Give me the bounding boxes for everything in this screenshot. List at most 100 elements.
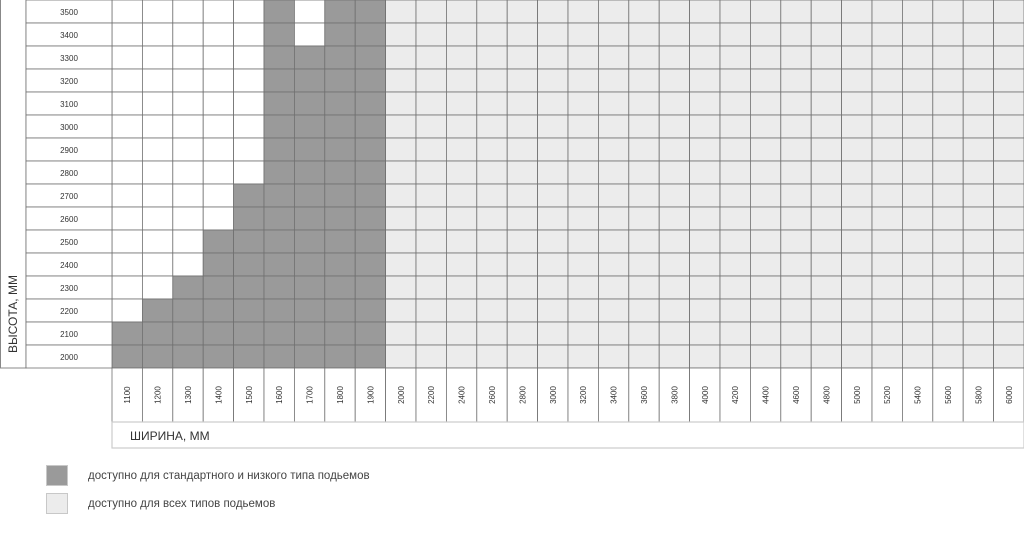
grid-cell [354,22,387,47]
grid-cell [293,275,326,300]
grid-cell [233,160,265,185]
grid-cell [598,229,630,254]
grid-cell [324,275,356,300]
grid-cell [233,298,265,323]
grid-cell [628,275,660,300]
grid-cell [810,298,843,323]
x-tick-cell [841,367,873,423]
grid-cell [324,321,356,346]
grid-cell [902,68,934,93]
grid-cell [141,229,174,254]
grid-cell [537,229,569,254]
grid-cell [993,344,1024,369]
grid-cell [932,252,964,277]
grid-cell [658,22,691,47]
grid-cell [658,114,691,139]
grid-cell [202,137,234,162]
grid-cell [841,45,873,70]
grid-cell [202,160,234,185]
grid-cell [293,229,326,254]
grid-cell [871,229,903,254]
grid-cell [445,229,478,254]
grid-cell [719,0,751,24]
grid-cell [810,275,843,300]
x-tick-label: 2600 [488,386,497,404]
grid-cell [658,321,691,346]
grid-cell [233,114,265,139]
x-tick-cell [172,367,204,423]
grid-cell [750,275,782,300]
grid-cell [293,183,326,208]
grid-cell [202,229,234,254]
grid-cell [871,321,903,346]
grid-cell [385,160,417,185]
grid-cell [658,160,691,185]
grid-cell [385,344,417,369]
grid-cell [658,0,691,24]
grid-cell [962,91,995,116]
grid-cell [476,298,508,323]
grid-cell [324,183,356,208]
grid-cell [841,137,873,162]
y-tick-label: 2100 [60,330,78,339]
grid-cell [415,183,447,208]
grid-cell [932,321,964,346]
grid-cell [598,22,630,47]
grid-cell [415,114,447,139]
grid-cell [537,91,569,116]
grid-cell [719,275,751,300]
grid-cell [354,206,387,231]
grid-cell [385,22,417,47]
grid-cell [932,91,964,116]
grid-cell [810,68,843,93]
grid-cell [750,91,782,116]
x-tick-label: 2800 [518,386,527,404]
grid-cell [598,137,630,162]
grid-cell [172,137,204,162]
grid-cell [871,45,903,70]
grid-cell [932,229,964,254]
grid-cell [658,275,691,300]
y-tick-label: 2800 [60,169,78,178]
grid-cell [506,321,539,346]
grid-cell [537,321,569,346]
x-tick-label: 3600 [640,386,649,404]
grid-cell [141,22,174,47]
grid-cell [111,321,143,346]
grid-cell [233,68,265,93]
grid-cell [354,45,387,70]
grid-cell [567,91,599,116]
grid-cell [354,275,387,300]
grid-cell [871,344,903,369]
grid-cell [750,137,782,162]
grid-cell [111,298,143,323]
grid-cell [111,68,143,93]
grid-cell [598,183,630,208]
grid-cell [932,298,964,323]
grid-cell [172,160,204,185]
grid-cell [537,183,569,208]
grid-cell [172,344,204,369]
grid-cell [385,275,417,300]
grid-cell [385,91,417,116]
grid-cell [841,160,873,185]
y-tick-label: 2000 [60,353,78,362]
grid-cell [598,114,630,139]
grid-cell [233,321,265,346]
grid-cell [810,114,843,139]
grid-cell [537,22,569,47]
grid-cell [841,206,873,231]
x-axis-label: ШИРИНА, ММ [130,429,210,443]
grid-cell [445,22,478,47]
grid-cell [962,298,995,323]
grid-cell [810,229,843,254]
grid-cell [354,321,387,346]
grid-cell [780,206,812,231]
grid-cell [202,68,234,93]
grid-cell [233,45,265,70]
grid-cell [689,114,721,139]
y-tick-label: 2900 [60,146,78,155]
grid-cell [993,68,1024,93]
grid-cell [628,344,660,369]
